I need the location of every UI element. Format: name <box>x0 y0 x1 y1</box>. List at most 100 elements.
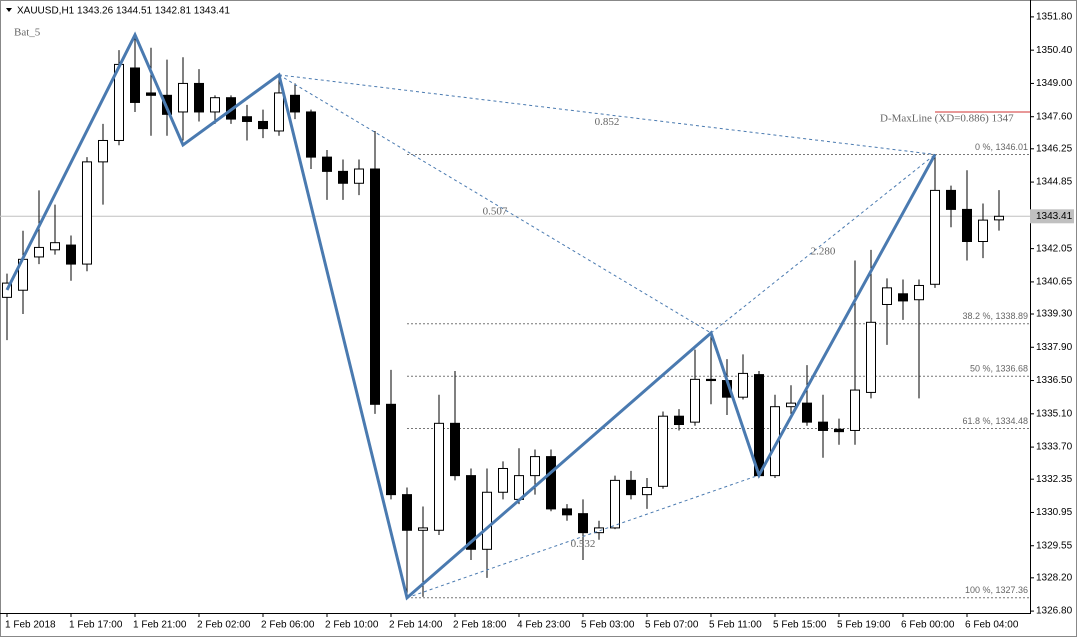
candle-body <box>258 120 268 130</box>
zigzag <box>5 31 937 601</box>
candle-body <box>578 513 588 534</box>
candle-body <box>690 378 700 423</box>
candle-body <box>754 374 764 477</box>
leg-ratio: 2.280 <box>811 245 836 257</box>
candle-body <box>34 246 44 258</box>
candle-body <box>962 208 972 242</box>
fib-label: 100 %, 1327.36 <box>965 585 1028 595</box>
candle-body <box>834 428 844 433</box>
fib-label: 0 %, 1346.01 <box>975 142 1028 152</box>
candle-body <box>786 402 796 408</box>
candle-body <box>130 67 140 103</box>
candle-body <box>946 189 956 210</box>
y-tick-label: 1346.25 <box>1036 143 1073 154</box>
candle-body <box>306 111 316 158</box>
y-tick-label: 1337.90 <box>1036 342 1073 353</box>
candle-body <box>978 219 988 242</box>
candle-body <box>626 479 636 496</box>
candle-body <box>930 189 940 285</box>
y-tick-label: 1349.00 <box>1036 78 1073 89</box>
x-tick-label: 2 Feb 10:00 <box>325 620 379 631</box>
x-tick-label: 2 Feb 14:00 <box>389 620 443 631</box>
candle-body <box>434 422 444 531</box>
x-tick-label: 5 Feb 03:00 <box>581 620 635 631</box>
y-tick-label: 1332.35 <box>1036 474 1073 485</box>
fib-label: 61.8 %, 1334.48 <box>962 416 1028 426</box>
candle-body <box>354 168 364 184</box>
pattern-leg <box>278 74 936 156</box>
leg-ratio: 0.507 <box>483 205 508 217</box>
x-tick-label: 6 Feb 00:00 <box>901 620 955 631</box>
y-tick-label: 1340.65 <box>1036 277 1073 288</box>
candle-body <box>50 242 60 251</box>
y-tick-label: 1351.80 <box>1036 12 1073 23</box>
y-tick-label: 1329.55 <box>1036 540 1073 551</box>
candle-body <box>674 415 684 426</box>
candle-body <box>898 293 908 302</box>
x-tick-label: 5 Feb 15:00 <box>773 620 827 631</box>
candle-body <box>706 378 716 382</box>
candle-body <box>242 116 252 122</box>
candle-body <box>210 97 220 113</box>
y-tick-label: 1333.70 <box>1036 442 1073 453</box>
y-tick-label: 1339.30 <box>1036 309 1073 320</box>
x-tick-label: 2 Feb 18:00 <box>453 620 507 631</box>
x-tick-label: 2 Feb 06:00 <box>261 620 315 631</box>
candle-body <box>738 372 748 398</box>
menu-icon[interactable] <box>6 8 12 12</box>
candle-body <box>450 422 460 477</box>
y-tick-label: 1326.80 <box>1036 606 1073 617</box>
price-tag <box>1030 209 1074 224</box>
x-tick-label: 1 Feb 17:00 <box>69 620 123 631</box>
candle-body <box>994 215 1004 221</box>
leg-ratio: 0.852 <box>595 116 620 128</box>
candle-body <box>802 402 812 423</box>
pattern-leg <box>406 474 760 599</box>
x-tick-label: 1 Feb 2018 <box>5 620 56 631</box>
y-tick-label: 1328.20 <box>1036 572 1073 583</box>
y-tick-label: 1335.10 <box>1036 408 1073 419</box>
x-tick-label: 5 Feb 19:00 <box>837 620 891 631</box>
candle-body <box>546 456 556 510</box>
y-tick-label: 1336.50 <box>1036 375 1073 386</box>
candle-body <box>530 456 540 477</box>
dmax-label: D-MaxLine (XD=0.886) 1347 <box>880 112 1014 124</box>
candle-body <box>594 527 604 534</box>
candle-body <box>498 467 508 493</box>
candle-body <box>274 92 284 132</box>
candle-body <box>338 170 348 184</box>
indicator-name: Bat_5 <box>14 27 41 39</box>
candle-body <box>402 494 412 531</box>
x-tick-label: 6 Feb 04:00 <box>965 620 1019 631</box>
x-tick-label: 5 Feb 11:00 <box>709 620 762 631</box>
candle-body <box>418 527 428 531</box>
candle-body <box>914 284 924 301</box>
candle-body <box>2 282 12 298</box>
chart-title: XAUUSD,H1 1343.26 1344.51 1342.81 1343.4… <box>17 6 230 17</box>
candle-body <box>370 168 380 405</box>
candle-body <box>818 421 828 431</box>
candle-body <box>290 94 300 113</box>
candle-body <box>322 156 332 172</box>
candle-body <box>146 92 156 96</box>
y-tick-label: 1330.95 <box>1036 507 1073 518</box>
fib-label: 50 %, 1336.68 <box>970 364 1028 374</box>
candle-body <box>194 82 204 113</box>
candle-body <box>562 508 572 516</box>
candle-body <box>882 287 892 305</box>
candle-body <box>850 389 860 431</box>
y-tick-label: 1347.60 <box>1036 111 1073 122</box>
candle-body <box>386 403 396 496</box>
y-tick-label: 1350.40 <box>1036 45 1073 56</box>
candle-body <box>866 321 876 393</box>
leg-ratio: 0.532 <box>571 538 596 550</box>
x-tick-label: 2 Feb 02:00 <box>197 620 251 631</box>
y-tick-label: 1342.05 <box>1036 243 1073 254</box>
candle-body <box>658 415 668 487</box>
candle-body <box>642 487 652 496</box>
y-tick-label: 1344.85 <box>1036 177 1073 188</box>
candle-body <box>98 139 108 163</box>
candle-body <box>610 479 620 529</box>
candle-body <box>178 82 188 113</box>
